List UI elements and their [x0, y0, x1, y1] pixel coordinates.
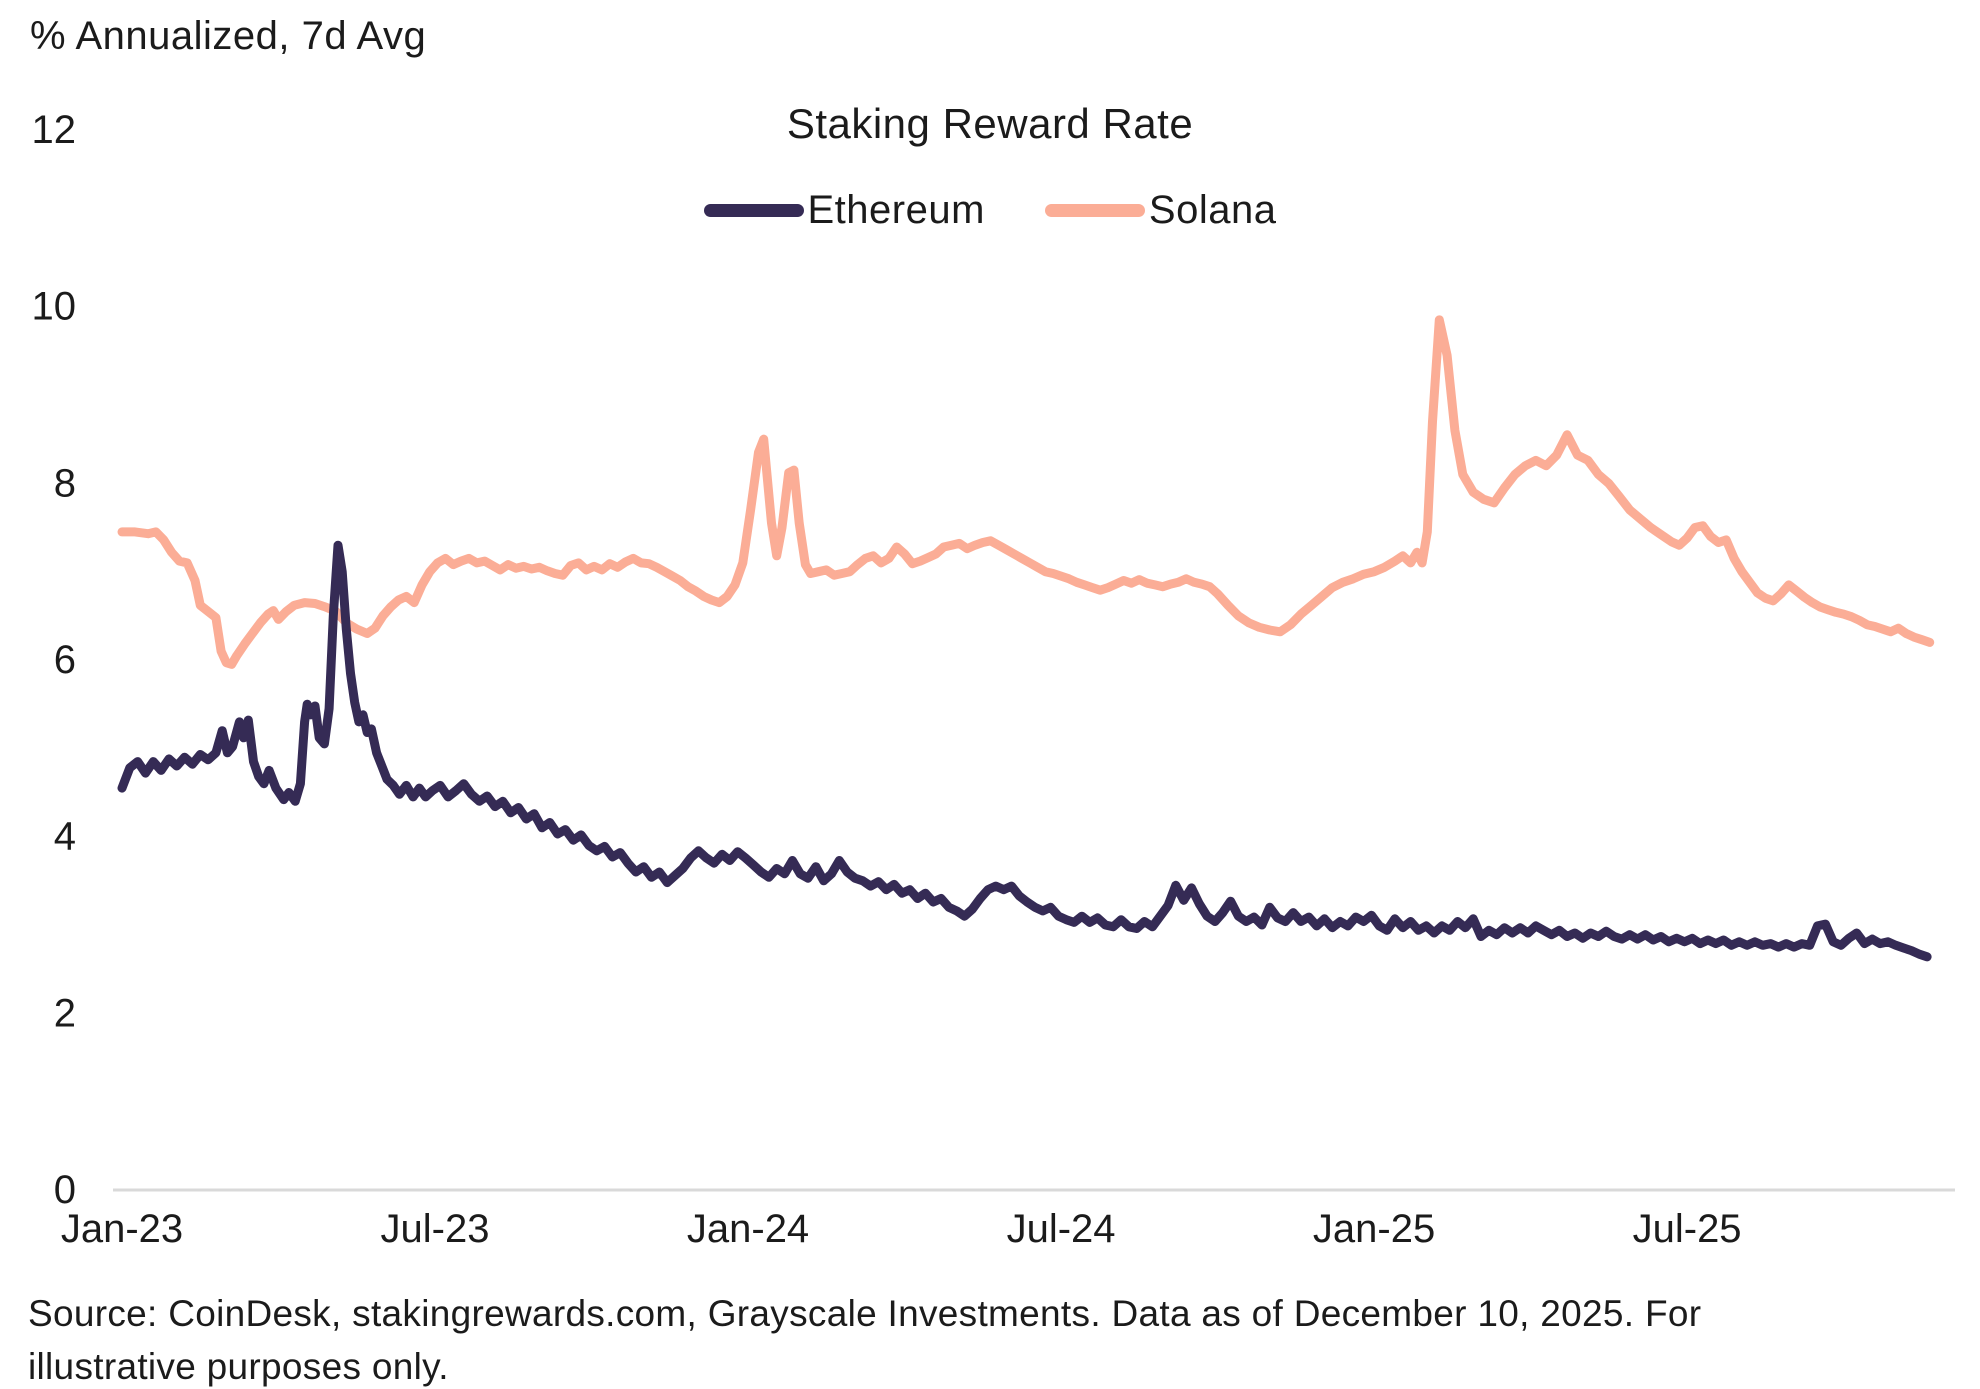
y-tick-label: 4	[54, 815, 76, 859]
legend-label-solana: Solana	[1148, 188, 1277, 232]
legend-label-ethereum: Ethereum	[807, 188, 985, 232]
source-note: Source: CoinDesk, stakingrewards.com, Gr…	[28, 1293, 1702, 1387]
x-tick-label: Jan-23	[61, 1207, 183, 1251]
legend: Ethereum Solana	[0, 188, 1980, 233]
y-tick-label: 10	[32, 285, 77, 329]
x-tick-label: Jul-25	[1633, 1207, 1742, 1251]
x-tick-label: Jul-24	[1007, 1207, 1116, 1251]
y-axis-units-label: % Annualized, 7d Avg	[30, 14, 427, 58]
ethereum-series-line	[117, 540, 1932, 962]
solana-line-swatch	[1044, 204, 1145, 217]
legend-item-solana: Solana	[1044, 188, 1277, 233]
y-tick-label: 12	[32, 108, 77, 152]
y-tick-label: 8	[54, 461, 76, 505]
ethereum-line-swatch	[703, 204, 804, 217]
y-tick-label: 0	[54, 1168, 76, 1212]
solana-series-line	[117, 315, 1935, 669]
legend-item-ethereum: Ethereum	[703, 188, 985, 233]
y-tick-label: 6	[54, 638, 76, 682]
x-tick-label: Jan-24	[687, 1207, 809, 1251]
chart-title: Staking Reward Rate	[786, 100, 1194, 147]
x-tick-label: Jan-25	[1313, 1207, 1435, 1251]
y-tick-label: 2	[54, 991, 76, 1035]
x-tick-label: Jul-23	[381, 1207, 490, 1251]
